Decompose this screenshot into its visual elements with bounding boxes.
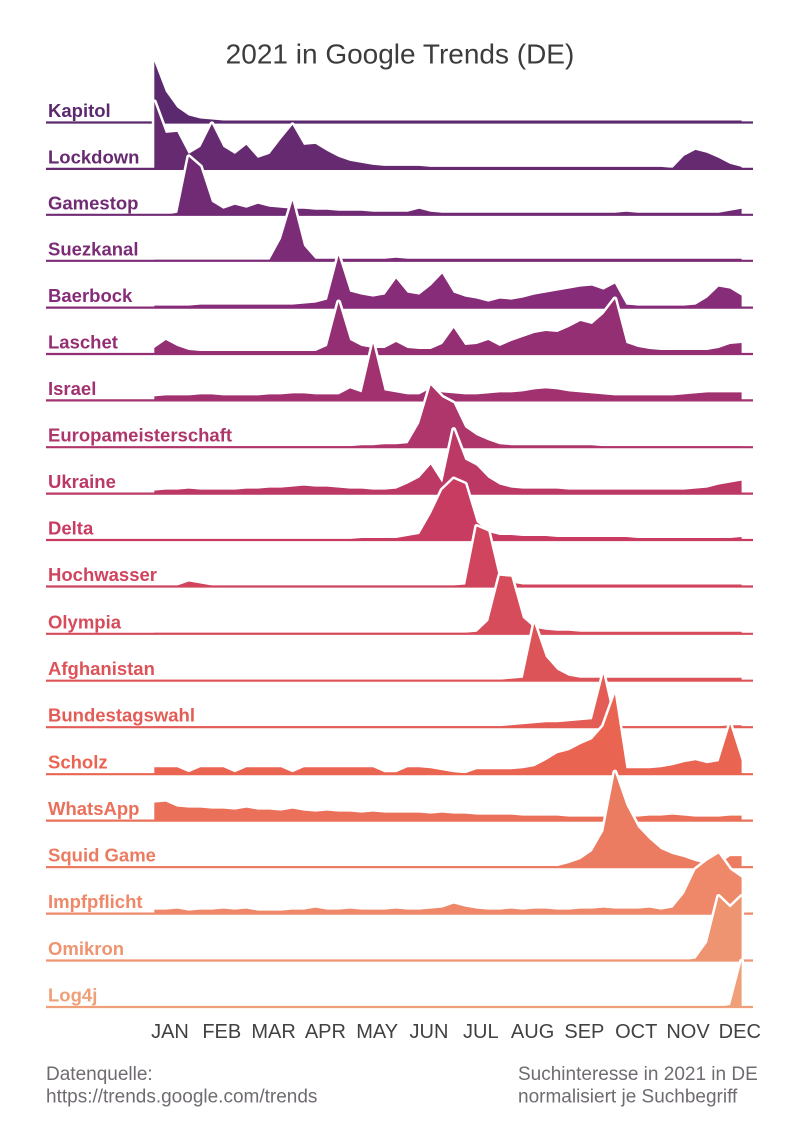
svg-text:Ukraine: Ukraine	[48, 471, 116, 492]
svg-text:Kapitol: Kapitol	[48, 100, 111, 121]
svg-text:JUL: JUL	[463, 1021, 499, 1043]
svg-text:Bundestagswahl: Bundestagswahl	[48, 705, 195, 726]
svg-text:WhatsApp: WhatsApp	[48, 798, 139, 819]
svg-text:Log4j: Log4j	[48, 985, 97, 1006]
svg-text:JUN: JUN	[410, 1021, 449, 1043]
svg-text:https://trends.google.com/tren: https://trends.google.com/trends	[46, 1087, 317, 1108]
svg-text:NOV: NOV	[666, 1021, 710, 1043]
svg-text:Suchinteresse in 2021 in DE: Suchinteresse in 2021 in DE	[518, 1064, 758, 1085]
svg-text:Afghanistan: Afghanistan	[48, 658, 155, 679]
svg-text:AUG: AUG	[511, 1021, 554, 1043]
svg-text:Datenquelle:: Datenquelle:	[46, 1064, 153, 1085]
svg-text:Hochwasser: Hochwasser	[48, 564, 157, 585]
svg-text:Suezkanal: Suezkanal	[48, 238, 139, 259]
svg-text:Israel: Israel	[48, 378, 96, 399]
svg-text:normalisiert je Suchbegriff: normalisiert je Suchbegriff	[518, 1087, 738, 1108]
svg-text:Lockdown: Lockdown	[48, 146, 139, 167]
svg-text:Europameisterschaft: Europameisterschaft	[48, 425, 232, 446]
svg-text:Olympia: Olympia	[48, 611, 122, 632]
svg-text:DEC: DEC	[719, 1021, 761, 1043]
svg-text:Baerbock: Baerbock	[48, 285, 133, 306]
svg-text:MAR: MAR	[251, 1021, 295, 1043]
svg-text:FEB: FEB	[202, 1021, 241, 1043]
svg-text:Scholz: Scholz	[48, 752, 108, 773]
svg-text:JAN: JAN	[151, 1021, 189, 1043]
svg-text:Impfpflicht: Impfpflicht	[48, 891, 143, 912]
svg-text:2021 in Google Trends (DE): 2021 in Google Trends (DE)	[226, 39, 575, 70]
svg-text:APR: APR	[305, 1021, 346, 1043]
svg-text:Laschet: Laschet	[48, 332, 118, 353]
svg-text:OCT: OCT	[615, 1021, 657, 1043]
svg-text:Gamestop: Gamestop	[48, 192, 138, 213]
svg-text:Delta: Delta	[48, 518, 94, 539]
svg-text:Omikron: Omikron	[48, 938, 124, 959]
svg-text:SEP: SEP	[564, 1021, 604, 1043]
svg-text:Squid Game: Squid Game	[48, 845, 156, 866]
svg-text:MAY: MAY	[356, 1021, 398, 1043]
